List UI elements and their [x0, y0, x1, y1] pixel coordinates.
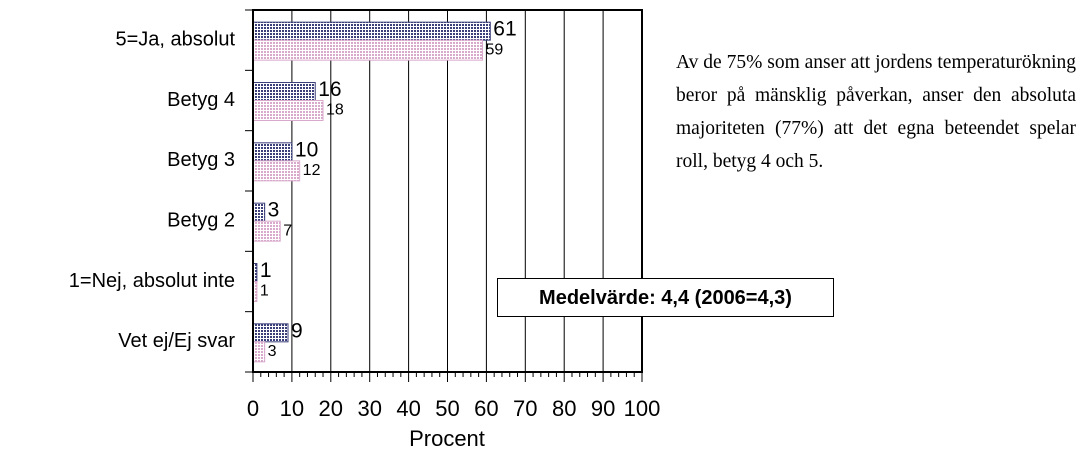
value-label: 18	[326, 102, 344, 119]
plot-frame	[252, 9, 643, 373]
value-label: 16	[318, 78, 341, 101]
x-tick-label: 40	[396, 396, 420, 421]
x-tick-label: 10	[280, 396, 304, 421]
value-label: 1	[260, 259, 272, 282]
value-label: 59	[486, 41, 504, 58]
x-tick-label: 30	[357, 396, 381, 421]
bar	[252, 341, 266, 363]
x-axis-label: Procent	[409, 426, 485, 451]
bar	[252, 39, 484, 61]
y-tick-label: 1=Nej, absolut inte	[69, 270, 235, 292]
x-tick-label: 50	[435, 396, 459, 421]
bar	[252, 21, 491, 41]
x-tick-label: 100	[624, 396, 661, 421]
bar	[252, 82, 316, 101]
y-tick-label: Betyg 3	[167, 149, 235, 171]
bar	[252, 323, 289, 343]
annotation: Medelvärde: 4,4 (2006=4,3)	[497, 278, 834, 317]
x-tick-label: 90	[591, 396, 615, 421]
bar	[252, 100, 324, 121]
value-label: 9	[291, 319, 303, 342]
y-tick-label: Betyg 4	[167, 89, 235, 111]
value-label: 61	[493, 18, 516, 41]
y-tick-label: Betyg 2	[167, 209, 235, 231]
y-tick-label: Vet ej/Ej svar	[118, 330, 235, 352]
x-tick-label: 20	[319, 396, 343, 421]
value-label: 10	[295, 138, 318, 161]
value-label: 1	[260, 283, 269, 300]
value-label: 3	[268, 343, 277, 360]
bar	[252, 160, 301, 182]
bar	[252, 202, 266, 222]
value-label: 3	[268, 199, 280, 222]
bar	[252, 142, 293, 162]
x-tick-label: 80	[552, 396, 576, 421]
x-tick-label: 70	[513, 396, 537, 421]
y-tick-label: 5=Ja, absolut	[115, 28, 235, 50]
bar	[252, 220, 281, 242]
value-label: 12	[303, 162, 321, 179]
x-tick-label: 0	[247, 396, 259, 421]
note: Av de 75% som anser att jordens temperat…	[676, 52, 1076, 172]
value-label: 7	[283, 222, 292, 239]
x-tick-label: 60	[474, 396, 498, 421]
